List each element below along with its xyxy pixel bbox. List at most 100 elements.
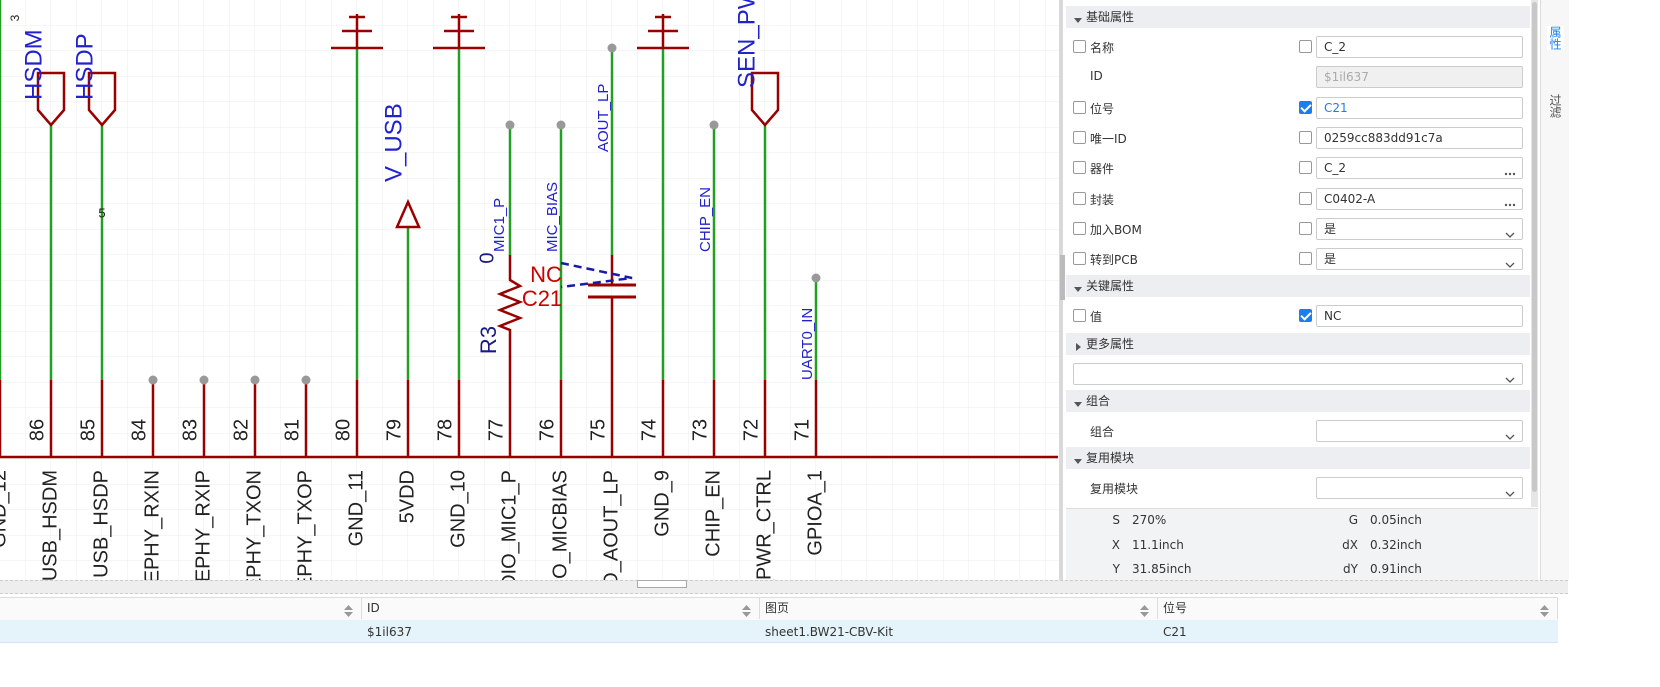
field-input[interactable]: NC [1316, 305, 1523, 328]
expand-icon [1074, 9, 1082, 31]
pin-number: 71 [791, 419, 813, 441]
section-header[interactable]: 基础属性 [1066, 6, 1530, 28]
column-header[interactable]: 图页 [760, 597, 1158, 619]
status-label: dY [1343, 562, 1358, 576]
designator: C21 [522, 286, 562, 311]
side-tab[interactable]: 过滤 [1548, 94, 1562, 118]
dropdown-icon [1505, 224, 1515, 244]
status-value: 0.32inch [1370, 537, 1422, 552]
field-input[interactable]: C_2 [1316, 36, 1523, 58]
pin-number: 81 [281, 419, 303, 441]
field-label: 加入BOM [1090, 222, 1142, 237]
field-input[interactable]: 0259cc883dd91c7a [1316, 126, 1523, 149]
field-input[interactable]: C_2 [1316, 157, 1523, 182]
field-label: 位号 [1090, 101, 1115, 116]
resistor [496, 255, 524, 380]
field-input[interactable]: C0402-A [1316, 187, 1523, 210]
section-title: 基础属性 [1086, 10, 1135, 24]
checkbox[interactable] [1299, 221, 1312, 235]
column-header[interactable] [0, 597, 362, 619]
splitter-handle[interactable] [1060, 255, 1065, 300]
field-label: 封装 [1090, 192, 1115, 207]
pin-name: 5VDD [396, 470, 418, 523]
bottom-splitter[interactable] [0, 580, 1568, 594]
field-label: 组合 [1090, 425, 1115, 439]
section-title: 复用模块 [1086, 451, 1135, 466]
field-input[interactable] [1073, 362, 1523, 385]
scrollbar[interactable] [1531, 0, 1538, 507]
checkbox[interactable] [1073, 191, 1086, 205]
property-panel: 基础属性 名称 C_2 ID $1il637 位号 C21 唯一ID 0259cc883dd91… [1066, 0, 1530, 507]
side-tab[interactable]: 属性 [1547, 26, 1564, 50]
pin-name: GND_12 [0, 470, 10, 548]
checkbox[interactable] [1073, 221, 1086, 235]
pin-name: SEN_PWR_CTRL [753, 470, 775, 580]
column-header[interactable]: ID [362, 597, 760, 619]
checkbox[interactable] [1073, 252, 1086, 266]
sort-icon [344, 602, 353, 624]
section-header[interactable]: 组合 [1066, 390, 1530, 412]
splitter-handle[interactable] [637, 580, 687, 588]
checkbox[interactable] [1299, 40, 1312, 53]
checkbox[interactable] [1073, 309, 1086, 323]
pin-number: 82 [230, 419, 252, 441]
field-input[interactable]: 是 [1316, 248, 1523, 271]
section-header[interactable]: 关键属性 [1066, 275, 1530, 298]
pin-name: EPHY_TXOP [294, 470, 316, 580]
checkbox[interactable] [1299, 309, 1312, 323]
pin-number: 77 [485, 419, 507, 441]
checkbox[interactable] [1299, 100, 1312, 114]
table-cell: $1il637 [367, 625, 412, 639]
pin-number: 86 [26, 419, 48, 441]
more-icon [1504, 162, 1516, 182]
dropdown-icon [1505, 369, 1515, 389]
schematic-canvas[interactable]: 86 85 84 83 82 81 80 79 78 77 76 75 74 73 72 71 GND_12 US… [0, 0, 1060, 580]
checkbox[interactable] [1299, 130, 1312, 144]
section-title: 组合 [1086, 394, 1111, 408]
field-input[interactable] [1316, 420, 1523, 442]
checkbox[interactable] [1073, 161, 1086, 175]
pin-name: AUDIO_AOUT_LP [600, 470, 622, 580]
sort-icon [1140, 602, 1149, 624]
pin-dot [199, 375, 209, 385]
power-symbol [395, 198, 421, 229]
pin-dot [607, 43, 617, 53]
pin-name: AUDIO_MICBIAS [549, 470, 571, 580]
status-value: 0.91inch [1370, 562, 1422, 576]
pin-dot [148, 375, 158, 385]
pin-dot [250, 375, 260, 385]
field-input[interactable]: C21 [1316, 96, 1523, 119]
side-tabs: 属性 过滤 [1540, 0, 1569, 580]
field-label: 转到PCB [1090, 253, 1138, 268]
checkbox[interactable] [1299, 191, 1312, 205]
table: ID $1il637 图页 sheet1.BW21-CBV-Kit 位号 C21 [0, 597, 1558, 643]
section-header[interactable]: 复用模块 [1066, 447, 1530, 470]
checkbox[interactable] [1299, 252, 1312, 266]
checkbox[interactable] [1073, 100, 1086, 114]
status-value: 0.05inch [1370, 513, 1422, 527]
field-input[interactable] [1316, 477, 1523, 500]
checkbox[interactable] [1073, 40, 1086, 53]
checkbox[interactable] [1299, 161, 1312, 175]
section-title: 关键属性 [1086, 279, 1135, 294]
port-symbol [750, 71, 780, 127]
component-value: 0 [476, 252, 498, 263]
checkbox[interactable] [1073, 130, 1086, 144]
net-label: HSDM [20, 29, 47, 100]
pin-number: 80 [332, 419, 354, 441]
field-label: 唯一ID [1090, 131, 1127, 146]
field-label: 名称 [1090, 41, 1115, 55]
net-label: UART0_IN [799, 308, 816, 380]
field-label: 值 [1090, 310, 1103, 325]
pin-name: EPHY_TXON [243, 470, 265, 580]
status-value: 31.85inch [1132, 562, 1192, 576]
field-input[interactable]: 是 [1316, 217, 1523, 240]
pin-number: 74 [638, 419, 660, 441]
section-header[interactable]: 更多属性 [1066, 332, 1530, 355]
column-header[interactable]: 位号 [1158, 597, 1558, 619]
pin-number: 73 [689, 419, 711, 441]
net-label: AOUT_LP [595, 84, 612, 152]
net-label: SEN_PW [733, 0, 760, 88]
field-label: ID [1090, 69, 1103, 84]
net-label: CHIP_EN [697, 187, 714, 252]
